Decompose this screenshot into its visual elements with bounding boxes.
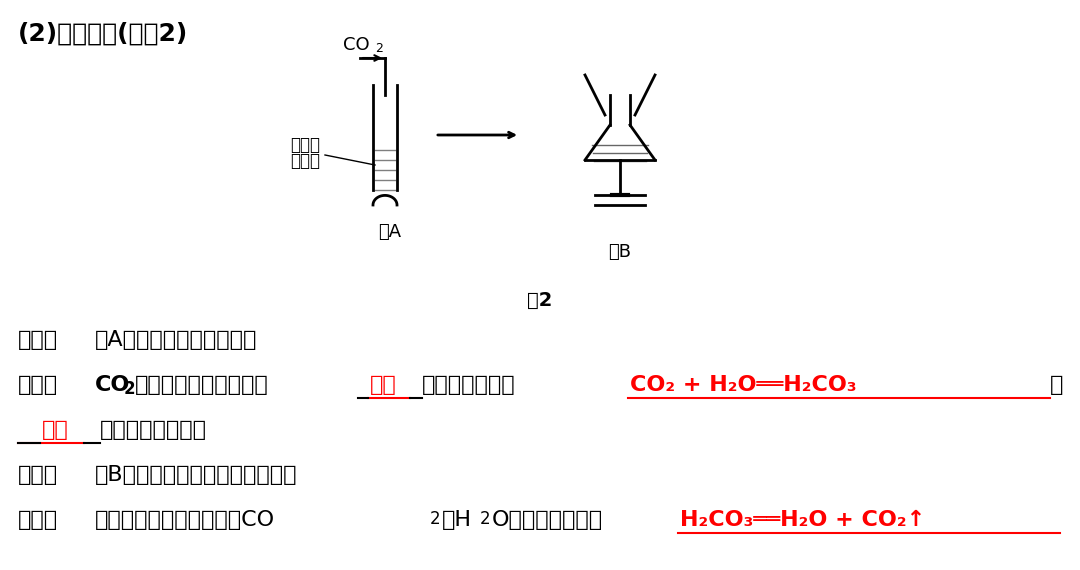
- Text: 现象：: 现象：: [18, 465, 58, 485]
- Text: ，: ，: [1050, 375, 1064, 395]
- Text: 现象：: 现象：: [18, 330, 58, 350]
- Text: 碳酸不稳定，容易分解成CO: 碳酸不稳定，容易分解成CO: [95, 510, 275, 530]
- Text: 碳酸: 碳酸: [42, 420, 69, 440]
- Text: CO₂ + H₂O══H₂CO₃: CO₂ + H₂O══H₂CO₃: [630, 375, 856, 395]
- Text: (2)与水反应(如图2): (2)与水反应(如图2): [18, 22, 188, 46]
- Text: H₂CO₃══H₂O + CO₂↑: H₂CO₃══H₂O + CO₂↑: [680, 510, 926, 530]
- Text: 2: 2: [124, 380, 136, 398]
- Text: 使溶液变为红色。: 使溶液变为红色。: [100, 420, 207, 440]
- Text: 图B红色溶液加热后又变为紫色。: 图B红色溶液加热后又变为紫色。: [95, 465, 297, 485]
- Text: 图B: 图B: [608, 243, 632, 261]
- Text: CO: CO: [343, 36, 370, 54]
- Text: 蕊溶液: 蕊溶液: [291, 152, 320, 170]
- Text: CO: CO: [95, 375, 131, 395]
- Text: 2: 2: [480, 510, 490, 528]
- Text: 2: 2: [375, 42, 383, 55]
- Text: 图A: 图A: [378, 223, 402, 241]
- Text: 图A紫色石蕊溶液变红色。: 图A紫色石蕊溶液变红色。: [95, 330, 257, 350]
- Text: 解释：: 解释：: [18, 510, 58, 530]
- Text: 解释：: 解释：: [18, 375, 58, 395]
- Text: 和H: 和H: [442, 510, 472, 530]
- Text: 碳酸: 碳酸: [370, 375, 396, 395]
- Text: 图2: 图2: [527, 291, 553, 310]
- Text: O，化学方程式为: O，化学方程式为: [492, 510, 603, 530]
- Text: 紫色石: 紫色石: [291, 136, 320, 154]
- Text: 通入紫色石蕊溶液生成: 通入紫色石蕊溶液生成: [135, 375, 269, 395]
- Text: 2: 2: [430, 510, 441, 528]
- Text: ，化学方程式为: ，化学方程式为: [422, 375, 515, 395]
